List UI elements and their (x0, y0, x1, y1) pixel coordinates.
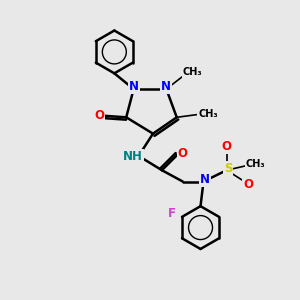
Text: O: O (222, 140, 232, 153)
Text: CH₃: CH₃ (246, 159, 265, 169)
Text: N: N (129, 80, 139, 94)
Text: CH₃: CH₃ (183, 67, 202, 77)
Text: N: N (161, 80, 171, 94)
Text: O: O (243, 178, 254, 191)
Text: F: F (168, 207, 176, 220)
Text: NH: NH (123, 150, 143, 163)
Text: S: S (224, 162, 233, 175)
Text: O: O (178, 147, 188, 160)
Text: N: N (200, 172, 210, 186)
Text: CH₃: CH₃ (198, 109, 218, 119)
Text: O: O (94, 109, 104, 122)
